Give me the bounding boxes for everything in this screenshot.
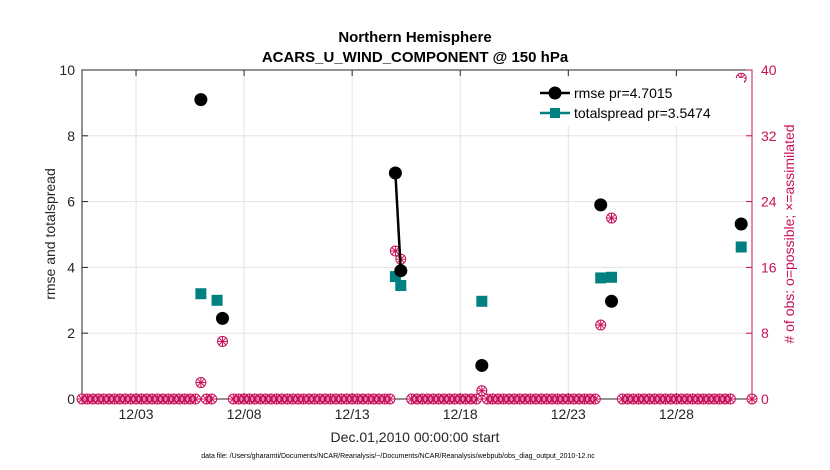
obs-count-marker — [476, 385, 488, 397]
legend: rmse pr=4.7015 totalspread pr=3.5474 — [532, 78, 744, 126]
legend-box — [532, 78, 744, 126]
totalspread-point — [595, 272, 607, 284]
y-left-tick-label: 2 — [67, 325, 75, 341]
obs-zero-marker — [724, 393, 736, 405]
obs-count-marker — [595, 319, 607, 331]
obs-zero-marker — [589, 393, 601, 405]
totalspread-point — [606, 271, 618, 283]
y-left-tick-label: 0 — [67, 391, 75, 407]
totalspread-point — [195, 288, 207, 300]
y-right-tick-label: 0 — [761, 391, 769, 407]
rmse-point — [194, 93, 208, 107]
data-marks — [76, 72, 758, 405]
obs-count-marker — [606, 212, 618, 224]
obs-zero-marker — [206, 393, 218, 405]
y-left-tick-label: 4 — [67, 259, 75, 275]
rmse-line-segment — [394, 172, 403, 271]
obs-zero-marker — [470, 393, 482, 405]
totalspread-point — [211, 294, 223, 306]
totalspread-point — [395, 279, 407, 291]
y-axis-left-label: rmse and totalspread — [42, 168, 58, 300]
x-axis-label: Dec.01,2010 00:00:00 start — [331, 429, 500, 445]
obs-zero-marker — [189, 393, 201, 405]
obs-count-marker — [216, 335, 228, 347]
y-right-tick-label: 16 — [761, 259, 777, 275]
chart-title-line2: ACARS_U_WIND_COMPONENT @ 150 hPa — [262, 49, 569, 66]
x-tick-label: 12/23 — [551, 406, 586, 422]
x-tick-label: 12/18 — [443, 406, 478, 422]
y-left-tick-label: 6 — [67, 194, 75, 210]
y-left-tick-label: 8 — [67, 128, 75, 144]
y-right-tick-label: 32 — [761, 128, 777, 144]
rmse-point — [475, 358, 489, 372]
rmse-point — [594, 198, 608, 212]
x-tick-label: 12/13 — [335, 406, 370, 422]
legend-spread-label: totalspread pr=3.5474 — [574, 105, 711, 121]
chart-title-line1: Northern Hemisphere — [338, 29, 491, 46]
rmse-point — [394, 264, 408, 278]
obs-zero-marker — [746, 393, 758, 405]
y-right-tick-label: 40 — [761, 62, 777, 78]
rmse-point — [388, 166, 402, 180]
x-tick-label: 12/08 — [227, 406, 262, 422]
totalspread-point — [735, 241, 747, 253]
legend-rmse-marker — [548, 86, 562, 100]
legend-rmse-label: rmse pr=4.7015 — [574, 85, 673, 101]
legend-spread-marker — [550, 108, 560, 118]
rmse-point — [734, 217, 748, 231]
totalspread-point — [476, 295, 488, 307]
data-file-footnote: data file: /Users/gharamti/Documents/NCA… — [201, 453, 595, 460]
y-right-tick-label: 24 — [761, 194, 777, 210]
rmse-point — [605, 294, 619, 308]
rmse-point — [215, 311, 229, 325]
obs-zero-marker — [384, 393, 396, 405]
y-left-tick-label: 10 — [59, 62, 75, 78]
totalspread-point — [389, 271, 401, 283]
y-right-tick-label: 8 — [761, 325, 769, 341]
obs-count-marker — [195, 377, 207, 389]
x-tick-label: 12/28 — [659, 406, 694, 422]
y-axis-right-label: # of obs: o=possible; ×=assimilated — [781, 124, 797, 343]
x-tick-label: 12/03 — [119, 406, 154, 422]
